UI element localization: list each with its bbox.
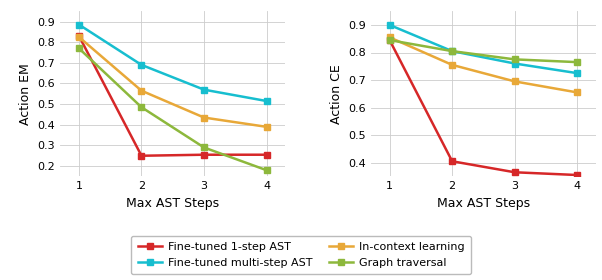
Legend: Fine-tuned 1-step AST, Fine-tuned multi-step AST, In-context learning, Graph tra: Fine-tuned 1-step AST, Fine-tuned multi-… (131, 235, 471, 274)
X-axis label: Max AST Steps: Max AST Steps (126, 197, 219, 210)
Y-axis label: Action CE: Action CE (330, 64, 343, 124)
X-axis label: Max AST Steps: Max AST Steps (437, 197, 530, 210)
Y-axis label: Action EM: Action EM (19, 63, 32, 125)
